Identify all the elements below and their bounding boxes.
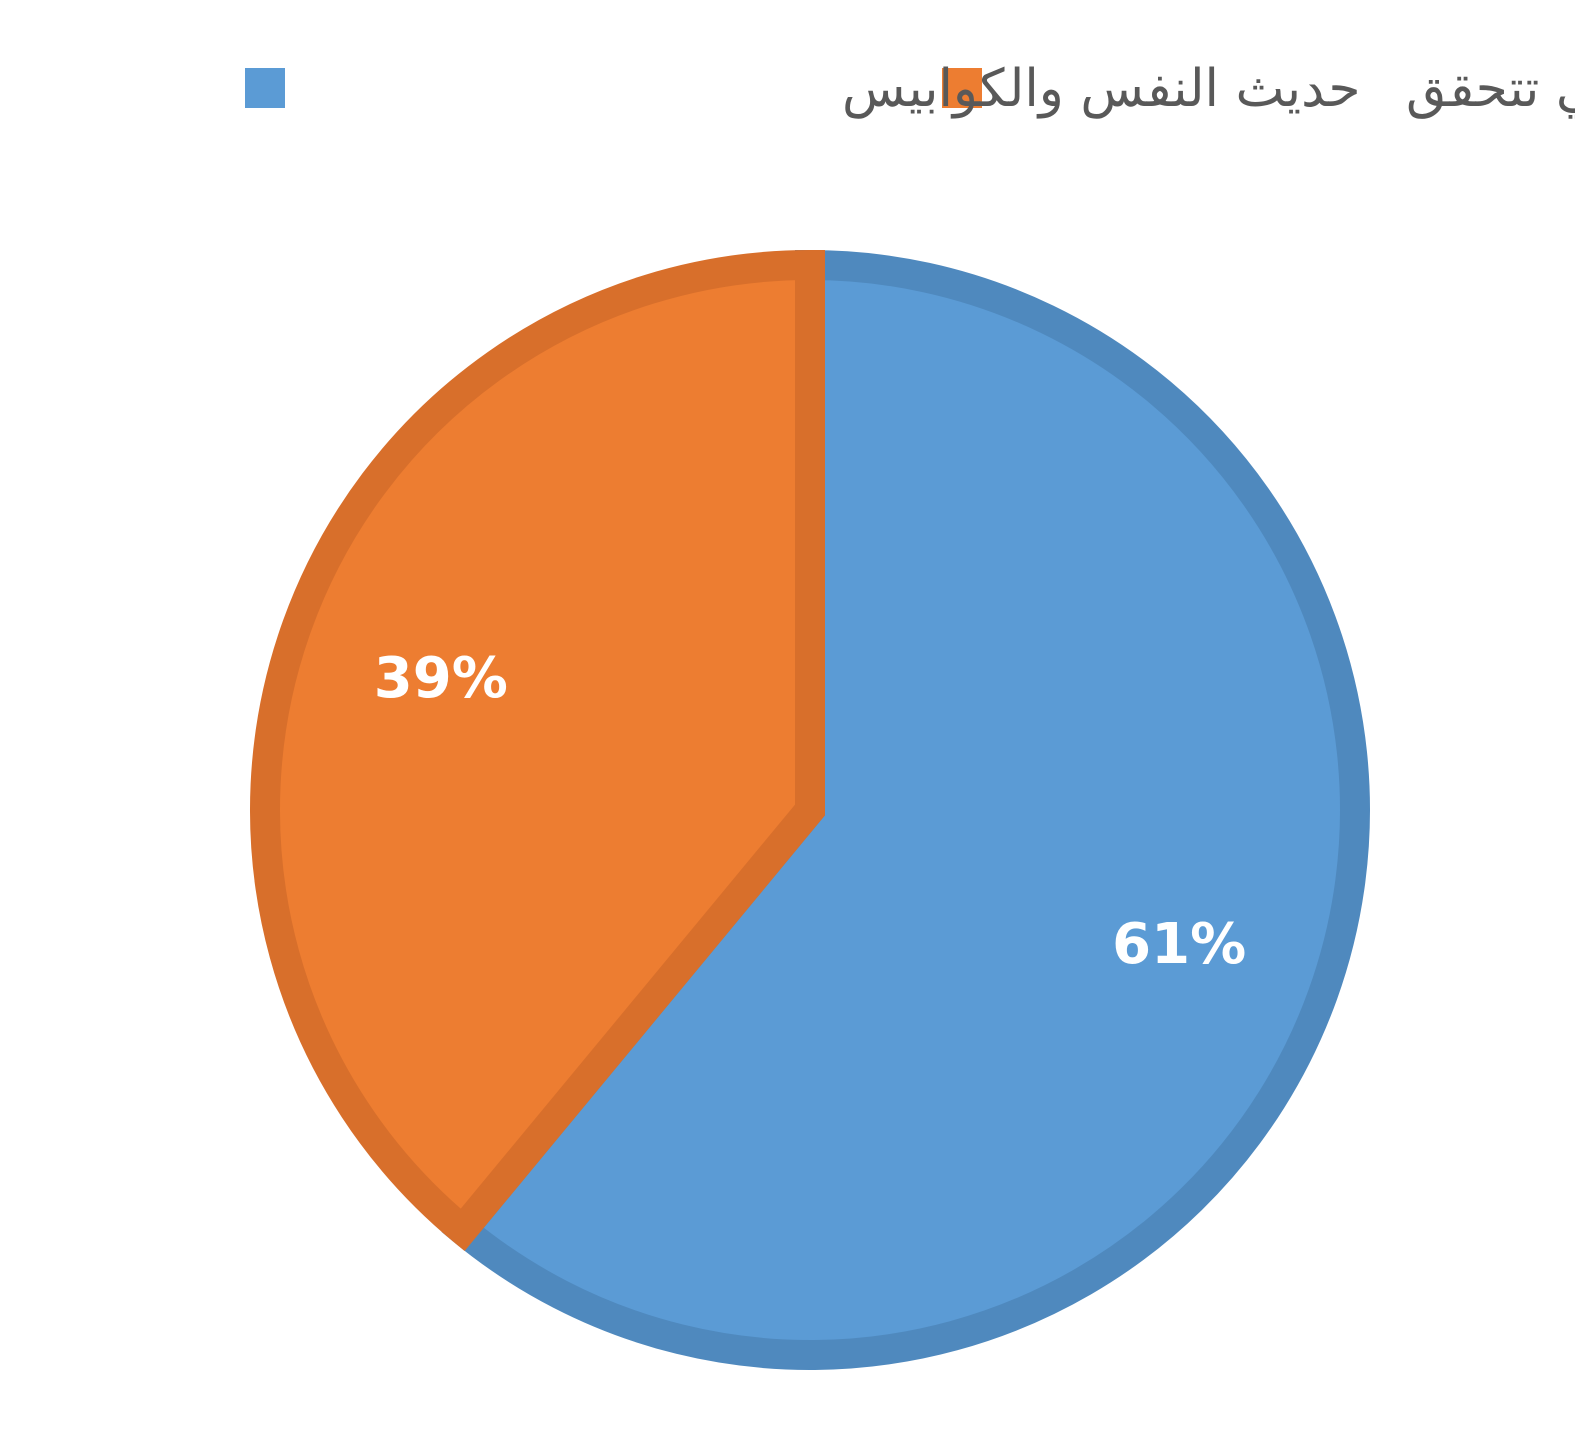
pie-slice-1 [441, 249, 1370, 1370]
data-label-2: 39% [374, 646, 508, 711]
pie-slices [250, 249, 1370, 1370]
legend-swatch-1 [245, 68, 285, 108]
legend-label-2: الرؤى التي تتحقق [1406, 59, 1575, 119]
legend-label-1: حديث النفس والكوابيس [842, 59, 1361, 119]
legend-item-1: حديث النفس والكوابيس [245, 59, 1361, 119]
legend-swatch-2 [942, 68, 982, 108]
pie-slice-2 [250, 249, 825, 1252]
legend: الرؤى التي تتحقق حديث النفس والكوابيس [245, 59, 1575, 119]
pie-data-labels: 61% 39% [374, 646, 1246, 977]
data-label-1: 61% [1112, 912, 1246, 977]
legend-item-2: الرؤى التي تتحقق [942, 59, 1575, 119]
